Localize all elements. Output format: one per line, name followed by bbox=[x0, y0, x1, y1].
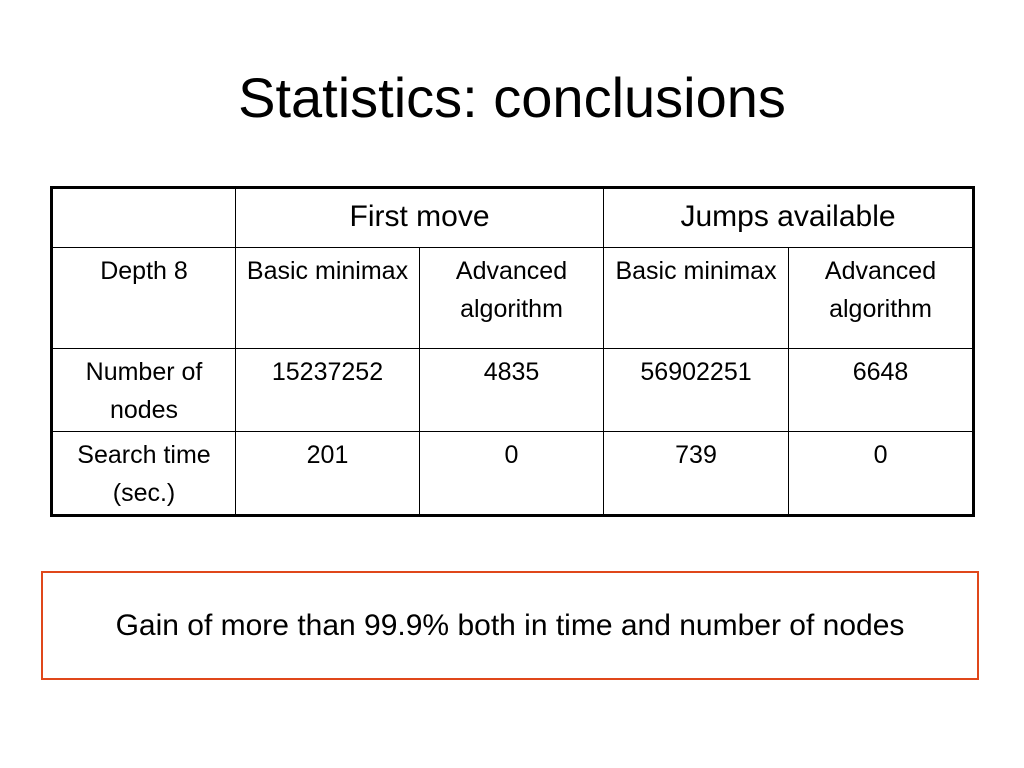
header-empty-cell bbox=[51, 187, 236, 248]
statistics-table: First move Jumps available Depth 8 Basic… bbox=[50, 186, 976, 517]
table-cell: 56902251 bbox=[603, 348, 790, 432]
table-cell: 4835 bbox=[418, 348, 605, 432]
row-label-number-of-nodes: Number of nodes bbox=[51, 348, 236, 432]
table-row: Search time (sec.) 201 0 739 0 bbox=[51, 431, 975, 516]
header-jumps-available: Jumps available bbox=[603, 187, 975, 248]
row-label-search-time: Search time (sec.) bbox=[51, 431, 236, 516]
slide-title: Statistics: conclusions bbox=[238, 66, 786, 129]
table-cell: 201 bbox=[235, 431, 420, 516]
table-cell: Advanced algorithm bbox=[788, 247, 975, 349]
table-cell: Basic minimax bbox=[235, 247, 420, 349]
conclusion-box: Gain of more than 99.9% both in time and… bbox=[41, 571, 979, 680]
header-first-move: First move bbox=[234, 187, 605, 248]
table-row: Number of nodes 15237252 4835 56902251 6… bbox=[51, 348, 975, 432]
row-label-depth: Depth 8 bbox=[51, 247, 236, 349]
table-cell: 0 bbox=[788, 431, 975, 516]
table-cell: 6648 bbox=[788, 348, 975, 432]
table-cell: 15237252 bbox=[235, 348, 420, 432]
table-row: Depth 8 Basic minimax Advanced algorithm… bbox=[51, 247, 975, 349]
table-cell: 0 bbox=[418, 431, 605, 516]
conclusion-text: Gain of more than 99.9% both in time and… bbox=[115, 608, 905, 642]
table-cell: Basic minimax bbox=[603, 247, 790, 349]
table-cell: Advanced algorithm bbox=[418, 247, 605, 349]
table-header-row: First move Jumps available bbox=[51, 187, 975, 248]
table-cell: 739 bbox=[603, 431, 790, 516]
